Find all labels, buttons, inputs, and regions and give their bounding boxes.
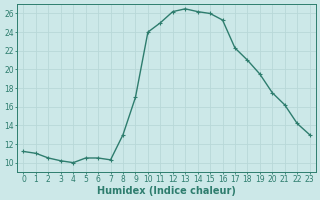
X-axis label: Humidex (Indice chaleur): Humidex (Indice chaleur) xyxy=(97,186,236,196)
